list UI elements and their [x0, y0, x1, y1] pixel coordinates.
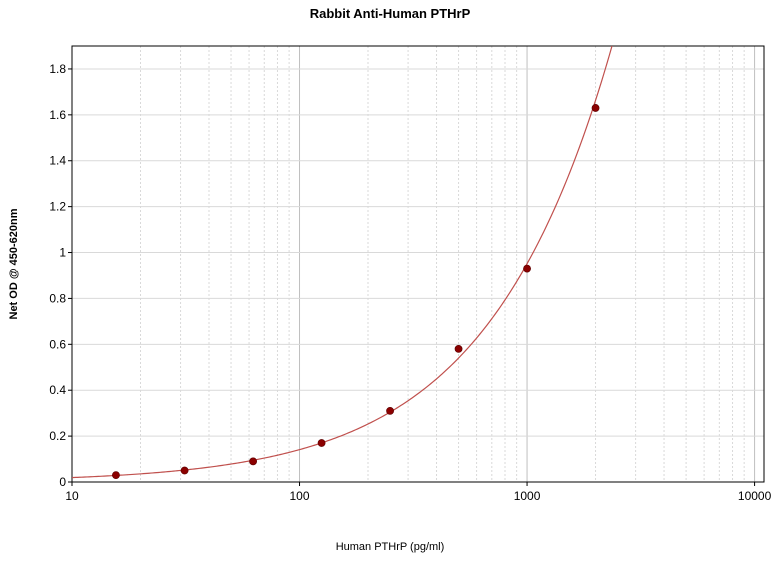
y-tick-label: 1: [59, 246, 66, 260]
data-point: [180, 466, 189, 475]
data-point: [386, 406, 394, 415]
x-tick-label: 1000: [514, 489, 541, 503]
x-tick-label: 10000: [738, 489, 772, 503]
x-axis-ticks: 10 100 1000 10000: [65, 482, 772, 503]
y-tick-label: 0.2: [49, 429, 66, 443]
y-tick-label: 0.6: [49, 337, 66, 351]
y-tick-label: 0.4: [49, 383, 66, 397]
data-point: [523, 264, 531, 273]
data-point: [591, 104, 600, 112]
data-point: [112, 471, 120, 480]
x-axis-label: Human PTHrP (pg/ml): [335, 541, 445, 553]
plot-frame: [71, 45, 765, 483]
data-point: [317, 439, 326, 447]
y-tick-label: 1.2: [49, 200, 66, 214]
y-tick-label: 1.4: [49, 154, 66, 168]
y-tick-label: 1.6: [49, 108, 66, 122]
fit-curve: [71, 45, 613, 479]
data-points: [112, 104, 600, 480]
y-tick-label: 1.8: [49, 62, 66, 76]
grid-minor: [139, 46, 745, 482]
data-point: [454, 345, 463, 353]
x-tick-label: 100: [290, 489, 310, 503]
chart-title: Rabbit Anti-Human PTHrP: [309, 6, 471, 21]
y-tick-label: 0: [59, 475, 66, 489]
data-point: [249, 457, 257, 466]
grid-major: [71, 46, 764, 482]
x-tick-label: 10: [65, 489, 79, 503]
y-tick-label: 0.8: [49, 291, 66, 305]
y-axis-ticks: 0 0.2 0.4 0.6 0.8 1 1.2 1.4 1.6 1.8: [49, 62, 72, 489]
